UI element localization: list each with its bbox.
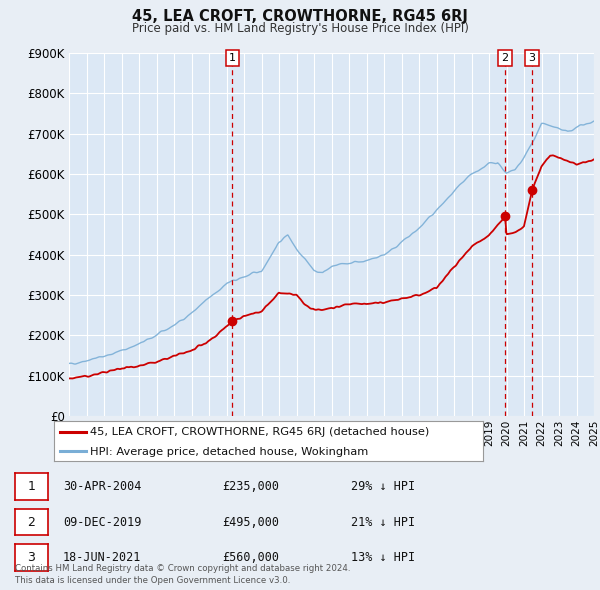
Text: 30-APR-2004: 30-APR-2004 <box>63 480 142 493</box>
Text: 45, LEA CROFT, CROWTHORNE, RG45 6RJ: 45, LEA CROFT, CROWTHORNE, RG45 6RJ <box>132 9 468 24</box>
Text: Contains HM Land Registry data © Crown copyright and database right 2024.
This d: Contains HM Land Registry data © Crown c… <box>15 565 350 585</box>
Text: 1: 1 <box>229 53 236 63</box>
Text: 21% ↓ HPI: 21% ↓ HPI <box>351 516 415 529</box>
Text: HPI: Average price, detached house, Wokingham: HPI: Average price, detached house, Woki… <box>91 447 369 457</box>
Text: 13% ↓ HPI: 13% ↓ HPI <box>351 551 415 564</box>
Text: 18-JUN-2021: 18-JUN-2021 <box>63 551 142 564</box>
Text: £235,000: £235,000 <box>222 480 279 493</box>
Text: 09-DEC-2019: 09-DEC-2019 <box>63 516 142 529</box>
Text: 29% ↓ HPI: 29% ↓ HPI <box>351 480 415 493</box>
Text: 3: 3 <box>28 551 35 564</box>
Text: 2: 2 <box>28 516 35 529</box>
Text: 2: 2 <box>502 53 509 63</box>
Text: 3: 3 <box>529 53 536 63</box>
Text: £560,000: £560,000 <box>222 551 279 564</box>
Text: Price paid vs. HM Land Registry's House Price Index (HPI): Price paid vs. HM Land Registry's House … <box>131 22 469 35</box>
Text: 45, LEA CROFT, CROWTHORNE, RG45 6RJ (detached house): 45, LEA CROFT, CROWTHORNE, RG45 6RJ (det… <box>91 428 430 438</box>
Text: £495,000: £495,000 <box>222 516 279 529</box>
Text: 1: 1 <box>28 480 35 493</box>
